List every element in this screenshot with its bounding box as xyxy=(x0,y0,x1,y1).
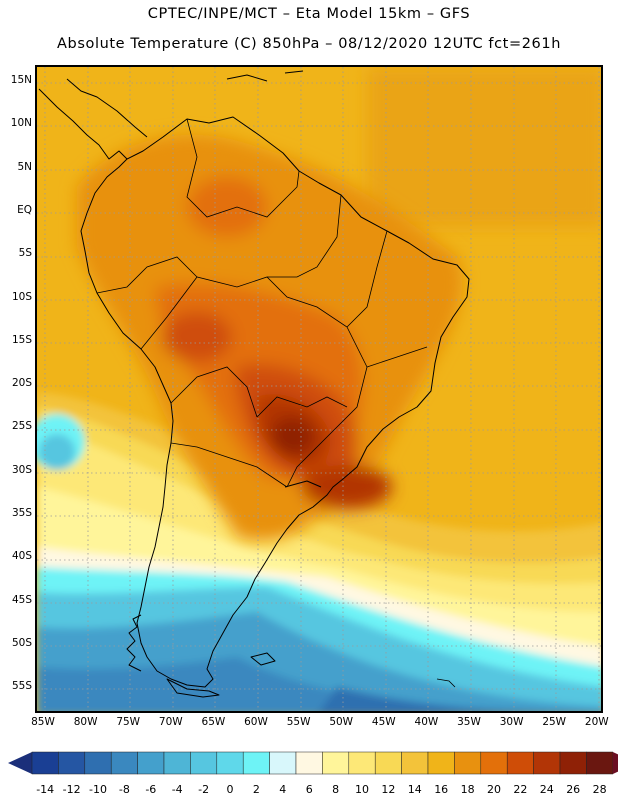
colorbar-label: 16 xyxy=(434,783,449,796)
colorbar-swatch xyxy=(348,751,376,775)
ocean-north-band xyxy=(367,67,601,227)
colorbar-label: -10 xyxy=(89,783,107,796)
colorbar-label: 4 xyxy=(279,783,287,796)
lon-label-50w: 50W xyxy=(329,716,354,728)
lon-label-20w: 20W xyxy=(584,716,609,728)
colorbar-swatch xyxy=(216,751,244,775)
map-canvas xyxy=(37,67,601,711)
lat-label-5s: 5S xyxy=(18,247,32,260)
colorbar-label: 20 xyxy=(487,783,501,796)
lat-label-40s: 40S xyxy=(11,550,32,563)
country-borders xyxy=(96,118,428,488)
colorbar-label: 0 xyxy=(226,783,234,796)
lat-label-10s: 10S xyxy=(11,290,32,303)
colorbar-label: -2 xyxy=(198,783,210,796)
lon-label-45w: 45W xyxy=(371,716,396,728)
color-scale-bar xyxy=(8,751,618,775)
colorbar-swatch xyxy=(506,751,534,775)
colorbar-label: 26 xyxy=(566,783,581,796)
lon-label-75w: 75W xyxy=(116,716,141,728)
colorbar-swatch xyxy=(58,751,86,775)
colorbar-label: 6 xyxy=(305,783,313,796)
colorbar-swatch xyxy=(559,751,587,775)
colorbar-swatch xyxy=(427,751,455,775)
colorbar-swatch xyxy=(137,751,165,775)
lon-label-30w: 30W xyxy=(499,716,524,728)
colorbar-label: 2 xyxy=(252,783,260,796)
colorbar-label: 8 xyxy=(332,783,340,796)
colorbar-label: 24 xyxy=(539,783,554,796)
land-temperature-field xyxy=(77,134,463,541)
lat-label-25s: 25S xyxy=(11,420,32,433)
lon-label-80w: 80W xyxy=(73,716,98,728)
colorbar-label: 18 xyxy=(460,783,475,796)
lat-label-15s: 15S xyxy=(11,333,32,346)
colorbar-label: -14 xyxy=(36,783,55,796)
colorbar-right-arrow xyxy=(612,752,618,774)
lon-label-35w: 35W xyxy=(457,716,481,728)
colorbar-swatch xyxy=(269,751,297,775)
lat-label-15n: 15N xyxy=(10,74,32,86)
chart-title-line1: CPTEC/INPE/MCT – Eta Model 15km – GFS xyxy=(147,6,471,22)
lat-label-30s: 30S xyxy=(11,463,32,476)
colorbar-swatch xyxy=(374,751,402,775)
temperature-map xyxy=(35,65,603,713)
colorbar-label: 28 xyxy=(592,783,607,796)
colorbar-label: -4 xyxy=(171,783,183,796)
colorbar-swatch xyxy=(586,751,614,775)
lat-label-50s: 50S xyxy=(11,636,32,649)
lon-label-55w: 55W xyxy=(286,716,311,728)
colorbar-label: -6 xyxy=(145,783,157,796)
colorbar-swatch xyxy=(295,751,323,775)
colorbar-swatch xyxy=(401,751,429,775)
lat-label-10n: 10N xyxy=(10,117,32,130)
lon-label-85w: 85W xyxy=(31,716,55,728)
colorbar-label: 14 xyxy=(407,783,422,796)
lat-label-55s: 55S xyxy=(11,680,32,693)
lat-label-eq: EQ xyxy=(17,203,32,216)
colorbar-label: -8 xyxy=(118,783,130,796)
colorbar-swatch xyxy=(163,751,191,775)
colorbar-swatch xyxy=(84,751,112,775)
lon-label-40w: 40W xyxy=(414,716,439,728)
colorbar-swatch xyxy=(242,751,270,775)
lat-label-35s: 35S xyxy=(11,507,32,519)
lon-label-25w: 25W xyxy=(542,716,567,728)
colorbar-label: 22 xyxy=(513,783,528,796)
colorbar-swatch xyxy=(31,751,59,775)
chart-title-line2: Absolute Temperature (C) 850hPa – 08/12/… xyxy=(57,36,561,52)
colorbar-label: 12 xyxy=(381,783,396,796)
colorbar-swatch xyxy=(533,751,561,775)
colorbar-swatch xyxy=(480,751,508,775)
coastlines xyxy=(38,70,470,698)
colorbar-left-arrow xyxy=(8,752,32,774)
colorbar-swatch xyxy=(454,751,482,775)
lat-label-20s: 20S xyxy=(11,377,32,390)
lon-label-60w: 60W xyxy=(244,716,268,728)
graticule xyxy=(37,67,601,711)
lat-label-5n: 5N xyxy=(17,160,32,173)
south-islands xyxy=(436,678,456,688)
colorbar-swatch xyxy=(110,751,138,775)
colorbar-swatch xyxy=(190,751,218,775)
lon-label-70w: 70W xyxy=(158,716,183,728)
colorbar-label: 10 xyxy=(355,783,369,796)
lon-label-65w: 65W xyxy=(201,716,226,728)
colorbar-label: -12 xyxy=(62,783,81,796)
colorbar-swatch xyxy=(322,751,350,775)
lat-label-45s: 45S xyxy=(11,593,32,606)
